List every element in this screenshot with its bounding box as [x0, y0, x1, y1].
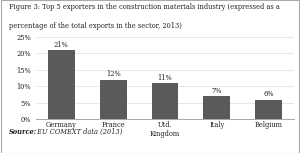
Text: Source:: Source: [9, 128, 37, 136]
Bar [152, 83, 178, 119]
Text: 21%: 21% [54, 41, 69, 49]
Text: 7%: 7% [212, 87, 222, 95]
Bar [100, 80, 127, 119]
Text: percentage of the total exports in the sector, 2013): percentage of the total exports in the s… [9, 22, 182, 30]
Text: EU COMEXT data (2013): EU COMEXT data (2013) [35, 128, 123, 136]
Bar [48, 50, 75, 119]
Bar [203, 96, 230, 119]
Text: Figure 3: Top 5 exporters in the construction materials industry (expressed as a: Figure 3: Top 5 exporters in the constru… [9, 3, 280, 11]
Text: 12%: 12% [106, 70, 121, 78]
Text: 6%: 6% [263, 90, 274, 98]
Bar [255, 99, 282, 119]
Text: 11%: 11% [158, 74, 172, 82]
